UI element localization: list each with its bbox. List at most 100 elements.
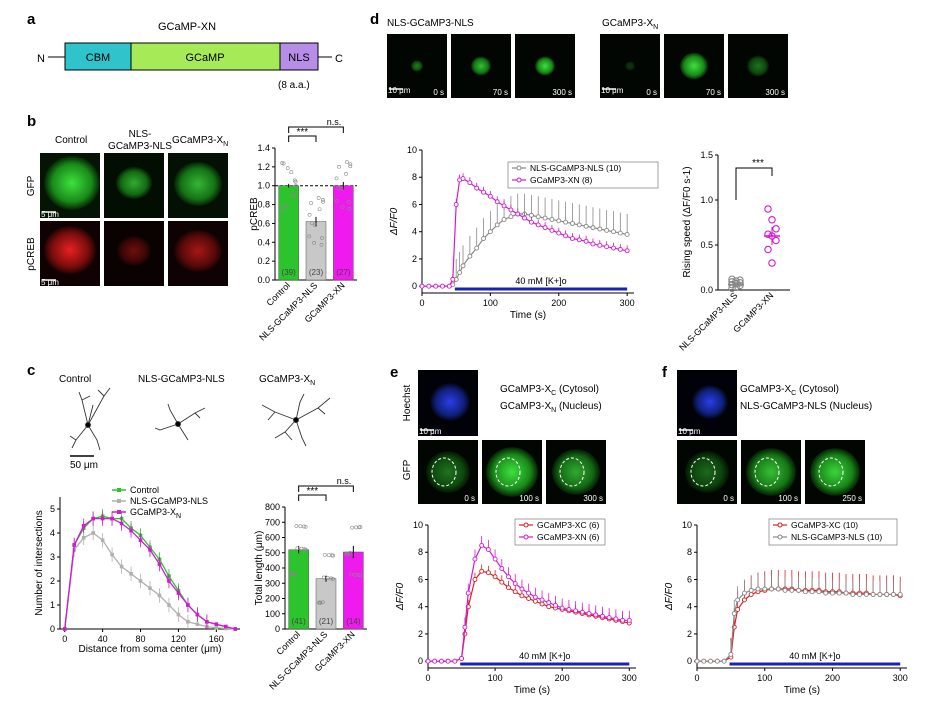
y-tick-label: 0 bbox=[687, 656, 692, 666]
c-trace-label-control: Control bbox=[59, 374, 91, 385]
data-point bbox=[542, 215, 548, 221]
data-point bbox=[576, 222, 582, 228]
data-point bbox=[481, 189, 486, 195]
x-axis-label: Distance from soma center (μm) bbox=[78, 644, 221, 655]
data-point bbox=[499, 579, 505, 585]
cell-point bbox=[347, 206, 352, 211]
y-tick-label: 8 bbox=[418, 547, 423, 557]
f-scale: 10 μm bbox=[678, 427, 701, 436]
gcamp-domain bbox=[130, 42, 281, 71]
legend-label: GCaMP3-XC (6) bbox=[537, 520, 600, 530]
cell-point bbox=[321, 575, 326, 580]
cell-point bbox=[772, 236, 780, 245]
cell-fluorescence bbox=[747, 55, 769, 77]
cell-point bbox=[293, 183, 298, 188]
y-tick-label: 400 bbox=[265, 563, 280, 573]
time-label: 70 s bbox=[493, 88, 508, 97]
cbm-label: CBM bbox=[86, 52, 110, 64]
cell-point bbox=[764, 205, 772, 213]
y-tick-label: 300 bbox=[265, 578, 280, 588]
y-tick-label: 1.5 bbox=[700, 150, 713, 160]
nucleus-outline bbox=[818, 457, 844, 487]
data-point bbox=[445, 658, 451, 664]
data-point bbox=[863, 592, 869, 597]
data-point bbox=[579, 609, 585, 615]
e-row-gfp: GFP bbox=[402, 459, 413, 480]
panel-letter-e: e bbox=[390, 364, 398, 381]
f-hoechst-image bbox=[692, 385, 728, 419]
data-point bbox=[138, 579, 143, 583]
data-point bbox=[823, 590, 829, 596]
cell-point bbox=[331, 577, 335, 581]
time-label: 300 s bbox=[552, 88, 572, 97]
data-point bbox=[549, 217, 555, 222]
category-label: NLS-GCaMP3-NLS bbox=[677, 290, 739, 352]
series-line bbox=[428, 544, 630, 662]
x-tick-label: 100 bbox=[488, 673, 503, 683]
cell-point bbox=[356, 573, 361, 577]
y-tick-label: 6 bbox=[687, 574, 692, 584]
data-point bbox=[494, 199, 500, 205]
cell-point bbox=[346, 199, 351, 204]
cell-point bbox=[736, 276, 744, 284]
b-col-label-xn: GCaMP3-XN bbox=[172, 135, 228, 148]
construct-title: GCaMP-XN bbox=[158, 21, 216, 33]
y-tick-label: 1.2 bbox=[257, 162, 270, 172]
data-point bbox=[453, 202, 459, 207]
cell-point bbox=[290, 194, 295, 198]
y-tick-label: 1.0 bbox=[257, 181, 270, 191]
data-point bbox=[897, 592, 903, 597]
panel-a-construct: GCaMP-XN N CBM GCaMP NLS C (8 a.a.) bbox=[37, 21, 343, 91]
data-point bbox=[186, 620, 190, 624]
b-col-label-control: Control bbox=[55, 135, 87, 146]
pcreb-control-image bbox=[44, 226, 96, 274]
x-tick-label: 0 bbox=[694, 673, 699, 683]
data-point bbox=[438, 658, 444, 664]
data-point bbox=[870, 592, 876, 597]
data-point bbox=[626, 617, 632, 623]
y-tick-label: 4 bbox=[687, 602, 692, 612]
data-point bbox=[539, 601, 545, 607]
c-scale: 50 μm bbox=[70, 460, 98, 471]
data-point bbox=[549, 227, 555, 233]
cell-point bbox=[348, 550, 353, 555]
data-point bbox=[748, 592, 754, 597]
legend-marker bbox=[516, 165, 522, 171]
y-tick-label: 2 bbox=[687, 629, 692, 639]
cell-point bbox=[349, 572, 353, 577]
gfp-nls-image bbox=[116, 167, 152, 199]
y-tick-label: 1.4 bbox=[257, 143, 270, 153]
legend-label: GCaMP3-XN (6) bbox=[537, 532, 600, 542]
data-point bbox=[542, 225, 548, 231]
cell-point bbox=[764, 245, 772, 254]
y-tick-label: 10 bbox=[407, 145, 417, 155]
data-point bbox=[573, 608, 579, 614]
data-point bbox=[100, 538, 105, 542]
legend-label: NLS-GCaMP3-NLS (10) bbox=[530, 163, 621, 173]
x-tick-label: 200 bbox=[825, 673, 840, 683]
data-point bbox=[519, 586, 525, 592]
y-tick-label: 0 bbox=[275, 624, 280, 634]
y-axis-label: ΔF/F0 bbox=[389, 207, 400, 236]
x-axis-label: Time (s) bbox=[510, 310, 546, 321]
data-point bbox=[735, 606, 741, 612]
data-point bbox=[81, 524, 86, 528]
data-point bbox=[583, 238, 589, 244]
data-point bbox=[559, 605, 565, 611]
data-point bbox=[110, 516, 114, 521]
n-label: (27) bbox=[336, 268, 351, 277]
data-point bbox=[535, 222, 541, 228]
legend-marker bbox=[777, 522, 783, 528]
data-point bbox=[467, 253, 473, 259]
data-point bbox=[528, 219, 534, 225]
data-point bbox=[590, 241, 596, 247]
cell-point bbox=[326, 553, 331, 557]
data-point bbox=[526, 596, 532, 601]
cell-point bbox=[322, 552, 327, 557]
x-tick-label: 300 bbox=[893, 673, 908, 683]
cell-point bbox=[299, 546, 304, 551]
nucleus-outline bbox=[495, 457, 521, 487]
bar bbox=[278, 185, 299, 281]
d-title-xn: GCaMP3-XN bbox=[602, 18, 658, 31]
